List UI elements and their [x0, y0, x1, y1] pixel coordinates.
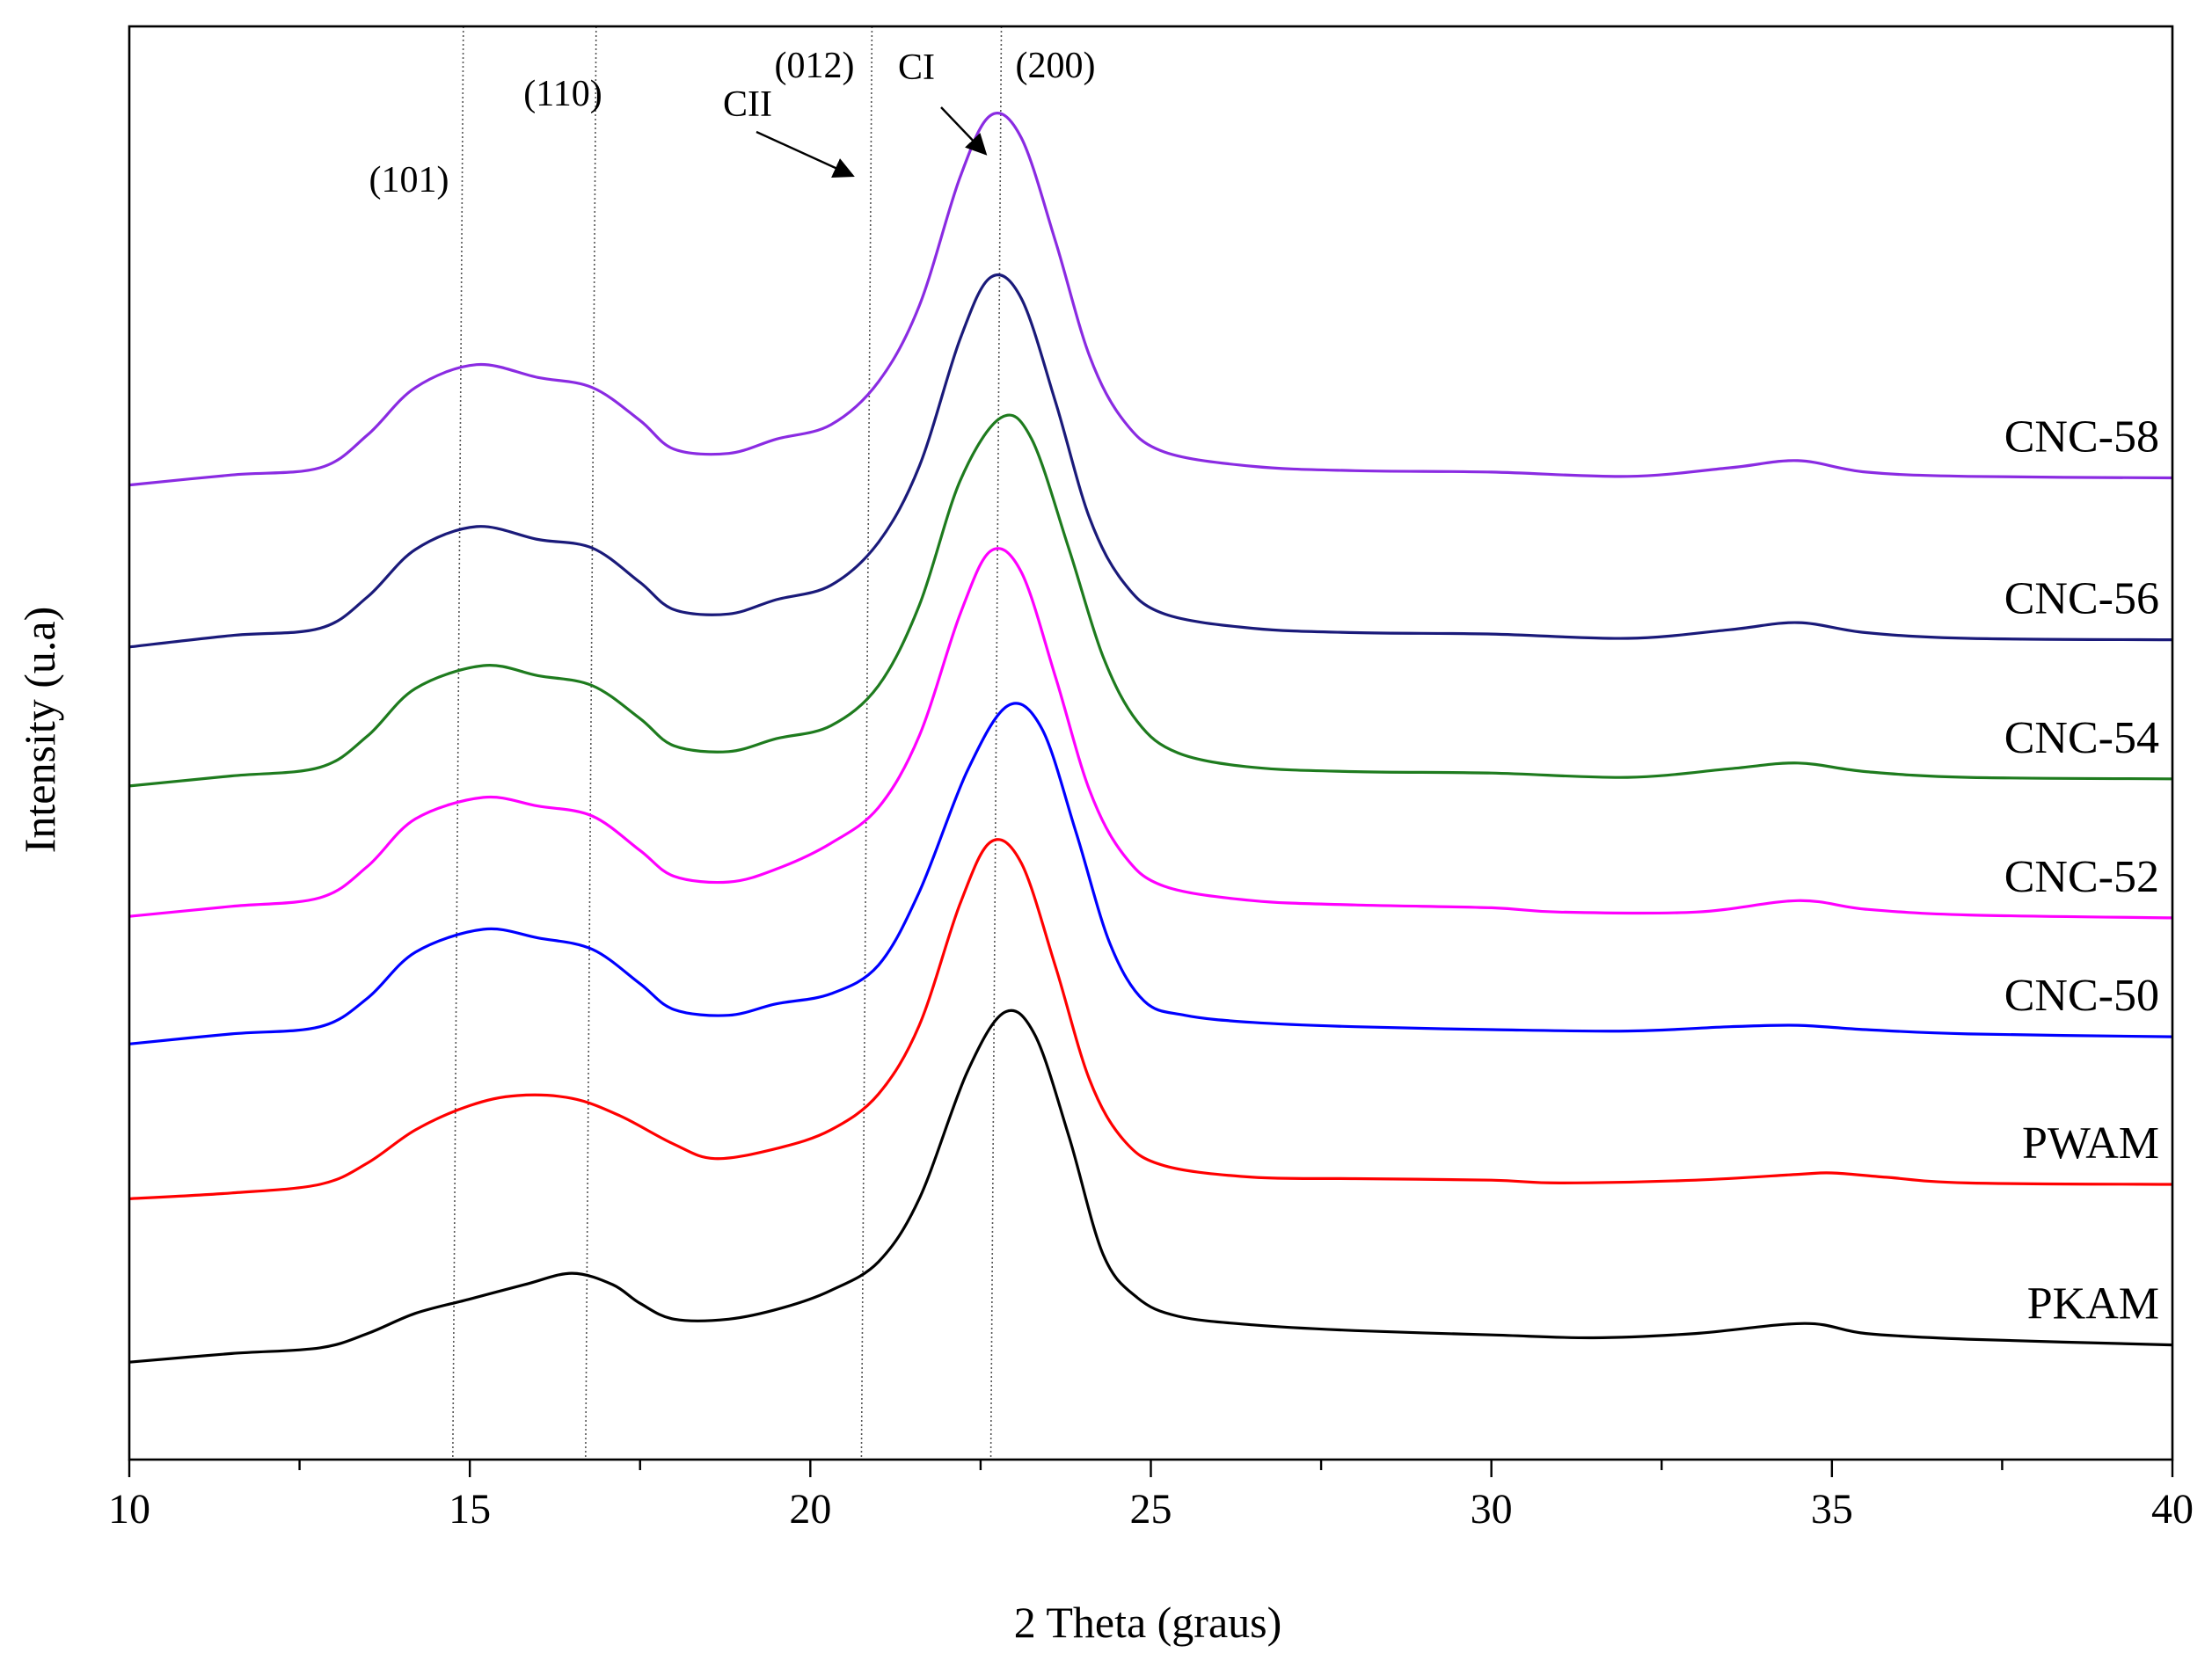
x-tick-label: 25 — [1130, 1486, 1172, 1533]
x-tick-label: 35 — [1811, 1486, 1853, 1533]
reference-lines: (101) (110) (012) (200) — [369, 25, 1096, 1460]
series-label: CNC-58 — [2004, 411, 2159, 462]
x-tick-label: 15 — [449, 1486, 491, 1533]
series-label: CNC-50 — [2004, 971, 2159, 1021]
plane-label: (012) — [775, 46, 855, 86]
series-line — [128, 413, 2173, 788]
reference-line — [860, 25, 873, 1460]
x-tick-label: 10 — [108, 1486, 150, 1533]
reference-line — [989, 25, 1003, 1460]
x-axis-title: 2 Theta (graus) — [1014, 1598, 1282, 1647]
arrow-label: CI — [898, 47, 935, 88]
annotation-arrow — [756, 130, 855, 178]
x-tick-label: 20 — [789, 1486, 831, 1533]
series-line — [128, 838, 2173, 1200]
x-tick-label: 40 — [2151, 1486, 2194, 1533]
arrow-label: CII — [723, 84, 772, 125]
x-tick-label: 30 — [1471, 1486, 1513, 1533]
plane-label: (200) — [1016, 46, 1096, 86]
series-line — [128, 112, 2173, 487]
axes: 10 15 20 25 30 35 40 — [108, 25, 2194, 1533]
series-line — [128, 702, 2173, 1045]
annotation-arrow — [940, 106, 988, 156]
series-line — [128, 1009, 2173, 1364]
series-label: CNC-52 — [2004, 852, 2159, 902]
series-label: PKAM — [2027, 1279, 2159, 1329]
plot-frame — [128, 25, 2174, 1461]
series-lines — [128, 112, 2173, 1364]
plane-label: (110) — [523, 74, 602, 114]
series-label: PWAM — [2022, 1118, 2159, 1169]
series-line — [128, 547, 2173, 920]
series-label: CNC-56 — [2004, 574, 2159, 624]
series-line — [128, 273, 2173, 649]
series-label: CNC-54 — [2004, 713, 2159, 763]
labels: CNC-58 CNC-56 CNC-54 CNC-52 CNC-50 PWAM PKAM CI… — [723, 47, 2159, 1329]
plane-label: (101) — [369, 160, 449, 200]
reference-line — [585, 25, 597, 1460]
y-axis-title: Intensity (u.a) — [15, 607, 64, 853]
reference-line — [452, 25, 464, 1460]
